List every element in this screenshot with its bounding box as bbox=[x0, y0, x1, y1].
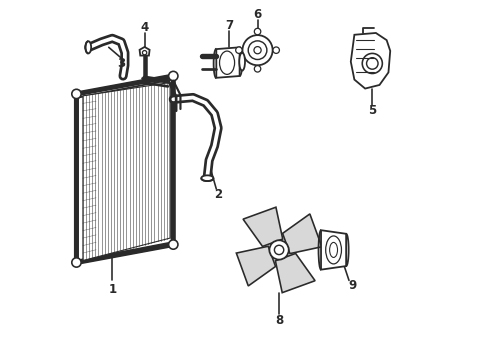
Ellipse shape bbox=[239, 53, 245, 71]
Polygon shape bbox=[216, 47, 240, 78]
Circle shape bbox=[254, 28, 261, 35]
Text: 4: 4 bbox=[141, 21, 148, 34]
Polygon shape bbox=[351, 33, 390, 89]
Circle shape bbox=[236, 47, 242, 53]
Circle shape bbox=[72, 258, 81, 267]
Circle shape bbox=[273, 47, 279, 53]
Ellipse shape bbox=[201, 175, 214, 181]
Polygon shape bbox=[140, 47, 149, 55]
Text: 3: 3 bbox=[117, 57, 125, 70]
Ellipse shape bbox=[85, 41, 91, 53]
Text: 7: 7 bbox=[225, 19, 233, 32]
Polygon shape bbox=[321, 230, 346, 270]
Circle shape bbox=[274, 245, 284, 255]
Circle shape bbox=[362, 53, 382, 73]
Circle shape bbox=[72, 89, 81, 99]
Text: 5: 5 bbox=[368, 104, 376, 117]
Polygon shape bbox=[283, 214, 322, 253]
Text: 1: 1 bbox=[108, 283, 117, 296]
Text: 8: 8 bbox=[275, 314, 283, 327]
Polygon shape bbox=[83, 82, 170, 261]
Polygon shape bbox=[236, 246, 275, 286]
Polygon shape bbox=[243, 207, 283, 246]
Circle shape bbox=[254, 66, 261, 72]
Circle shape bbox=[270, 240, 289, 260]
Text: 6: 6 bbox=[253, 8, 262, 21]
Polygon shape bbox=[76, 76, 173, 262]
Circle shape bbox=[169, 71, 178, 81]
Circle shape bbox=[243, 35, 272, 65]
Circle shape bbox=[169, 240, 178, 249]
Text: 9: 9 bbox=[348, 279, 357, 292]
Polygon shape bbox=[275, 253, 315, 293]
Text: 2: 2 bbox=[214, 188, 222, 201]
